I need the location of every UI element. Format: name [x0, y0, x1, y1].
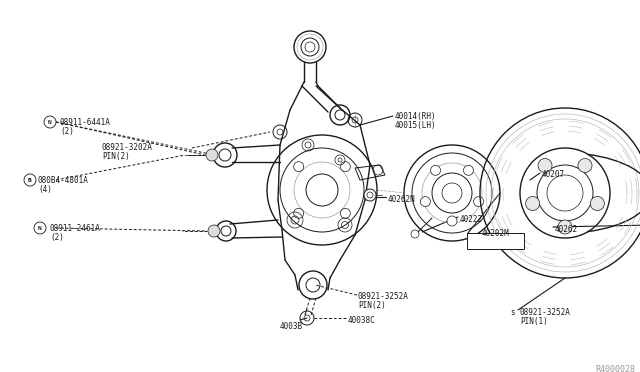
Circle shape — [24, 174, 36, 186]
Circle shape — [208, 225, 220, 237]
Text: 40038C: 40038C — [348, 316, 376, 325]
Text: (2): (2) — [50, 233, 64, 242]
Text: s: s — [510, 308, 515, 317]
Text: R4000028: R4000028 — [595, 365, 635, 372]
Text: 08921-3252A: 08921-3252A — [520, 308, 571, 317]
Circle shape — [463, 165, 474, 175]
Text: N: N — [38, 225, 42, 231]
Text: 40015(LH): 40015(LH) — [395, 121, 436, 130]
Text: N: N — [48, 119, 52, 125]
Text: 08911-6441A: 08911-6441A — [60, 118, 111, 127]
Text: 40207: 40207 — [542, 170, 565, 179]
Circle shape — [34, 222, 46, 234]
Circle shape — [431, 165, 440, 175]
Text: 40222: 40222 — [460, 215, 483, 224]
Circle shape — [538, 158, 552, 173]
Circle shape — [474, 197, 484, 207]
Circle shape — [558, 220, 572, 234]
Text: (2): (2) — [60, 127, 74, 136]
Text: 08921-3252A: 08921-3252A — [358, 292, 409, 301]
Text: 08921-3202A: 08921-3202A — [102, 143, 153, 152]
Text: B: B — [28, 177, 32, 183]
Circle shape — [447, 216, 457, 226]
Text: 08911-2461A: 08911-2461A — [50, 224, 101, 233]
Circle shape — [590, 196, 604, 211]
Text: PIN(2): PIN(2) — [358, 301, 386, 310]
Circle shape — [206, 149, 218, 161]
Circle shape — [578, 158, 592, 173]
Circle shape — [420, 197, 430, 207]
Text: 40262N: 40262N — [388, 195, 416, 204]
Text: 40014(RH): 40014(RH) — [395, 112, 436, 121]
Text: 4003B: 4003B — [280, 322, 303, 331]
Circle shape — [525, 196, 540, 211]
Circle shape — [44, 116, 56, 128]
Text: 080B4-4801A: 080B4-4801A — [38, 176, 89, 185]
Circle shape — [364, 189, 376, 201]
Text: PIN(1): PIN(1) — [520, 317, 548, 326]
Text: 40262: 40262 — [555, 225, 578, 234]
Text: (4): (4) — [38, 185, 52, 194]
Text: PIN(2): PIN(2) — [102, 152, 130, 161]
FancyBboxPatch shape — [467, 233, 524, 249]
Text: 40202M: 40202M — [481, 228, 509, 237]
